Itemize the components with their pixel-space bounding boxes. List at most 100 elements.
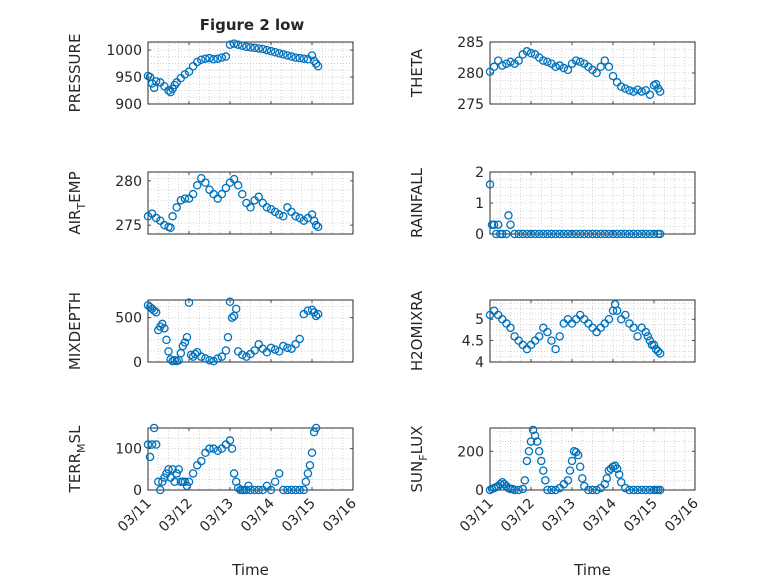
data-point [608,229,618,239]
data-point [227,313,237,322]
data-point [274,49,284,58]
data-point [176,196,186,205]
data-point [205,444,214,453]
data-point [563,476,573,485]
data-point [149,423,159,433]
data-point [514,485,523,495]
data-point [596,229,605,239]
data-point [279,212,288,221]
data-point [201,54,210,63]
y-tick-label: 950 [115,70,142,86]
data-point [170,477,179,486]
subplot-3: 275 280 AIRTEMP [66,171,354,235]
subplot-6: 4 4.5 5 H2OMIXRA [408,290,696,371]
data-point [246,203,255,212]
data-point [629,323,638,333]
data-point [530,431,540,440]
data-point [238,350,247,360]
series-markers [485,180,665,239]
data-point [262,203,272,212]
data-point [645,485,655,495]
data-point [532,437,542,446]
data-point [266,343,276,353]
data-point [231,304,241,314]
data-point [311,220,321,230]
data-point [309,216,319,225]
data-point [616,229,626,239]
data-point [225,40,235,49]
data-point [551,229,560,239]
data-point [655,87,665,96]
data-point [184,477,194,486]
y-tick-label: 500 [115,311,142,327]
data-point [592,485,601,495]
y-axis-label: H2OMIXRA [408,290,426,371]
data-point [254,44,263,53]
data-point [246,485,255,495]
data-point [534,332,544,341]
data-point [633,332,642,341]
data-point [604,314,614,324]
y-tick-label: 1000 [106,43,142,59]
grid [148,428,353,490]
y-tick-label: 285 [457,35,484,51]
data-point [279,485,288,495]
data-point [197,55,206,65]
data-point [283,343,292,353]
data-point [151,308,161,317]
data-point [625,86,634,95]
data-point [625,485,634,495]
data-point [168,212,177,221]
series-markers [485,47,665,99]
data-point [518,229,528,239]
data-point [612,229,622,239]
data-point [584,229,593,239]
data-point [559,229,569,239]
data-point [551,485,560,495]
data-point [283,51,292,60]
data-point [217,352,227,361]
data-point [530,229,540,239]
data-point [180,477,190,486]
data-point [588,229,597,239]
series-markers [143,173,323,233]
data-point [653,347,663,356]
data-point [555,332,564,341]
data-point [205,53,214,63]
series-markers [485,300,665,358]
data-point [164,86,173,95]
data-point [584,485,593,495]
y-tick-label: 900 [115,97,142,113]
data-point [160,473,169,482]
data-point [217,53,227,62]
data-point [274,210,284,219]
axis-frame [147,299,354,363]
data-point [250,43,259,53]
data-point [571,229,581,239]
data-point [489,62,499,72]
data-point [629,229,638,239]
data-point [151,77,161,86]
data-point [274,469,284,478]
data-point [588,485,597,495]
y-axis-label: THETA [408,48,426,98]
data-point [522,229,532,239]
y-tick-label: 0 [475,227,484,243]
data-point [313,309,323,319]
data-point [213,446,222,455]
data-point [201,178,210,187]
data-point [629,87,638,96]
y-axis-label: TERRMSL [66,425,88,494]
data-point [209,444,218,453]
data-point [242,485,251,495]
data-point [225,436,235,445]
data-point [233,181,243,190]
data-point [258,44,268,54]
figure-title: Figure 2 low [200,16,305,34]
subplot-5: 0 500 MIXDEPTH [66,292,354,371]
data-point [655,485,665,495]
data-point [291,212,300,221]
data-point [559,63,569,73]
data-point [534,446,544,456]
axis-frame [147,171,354,235]
